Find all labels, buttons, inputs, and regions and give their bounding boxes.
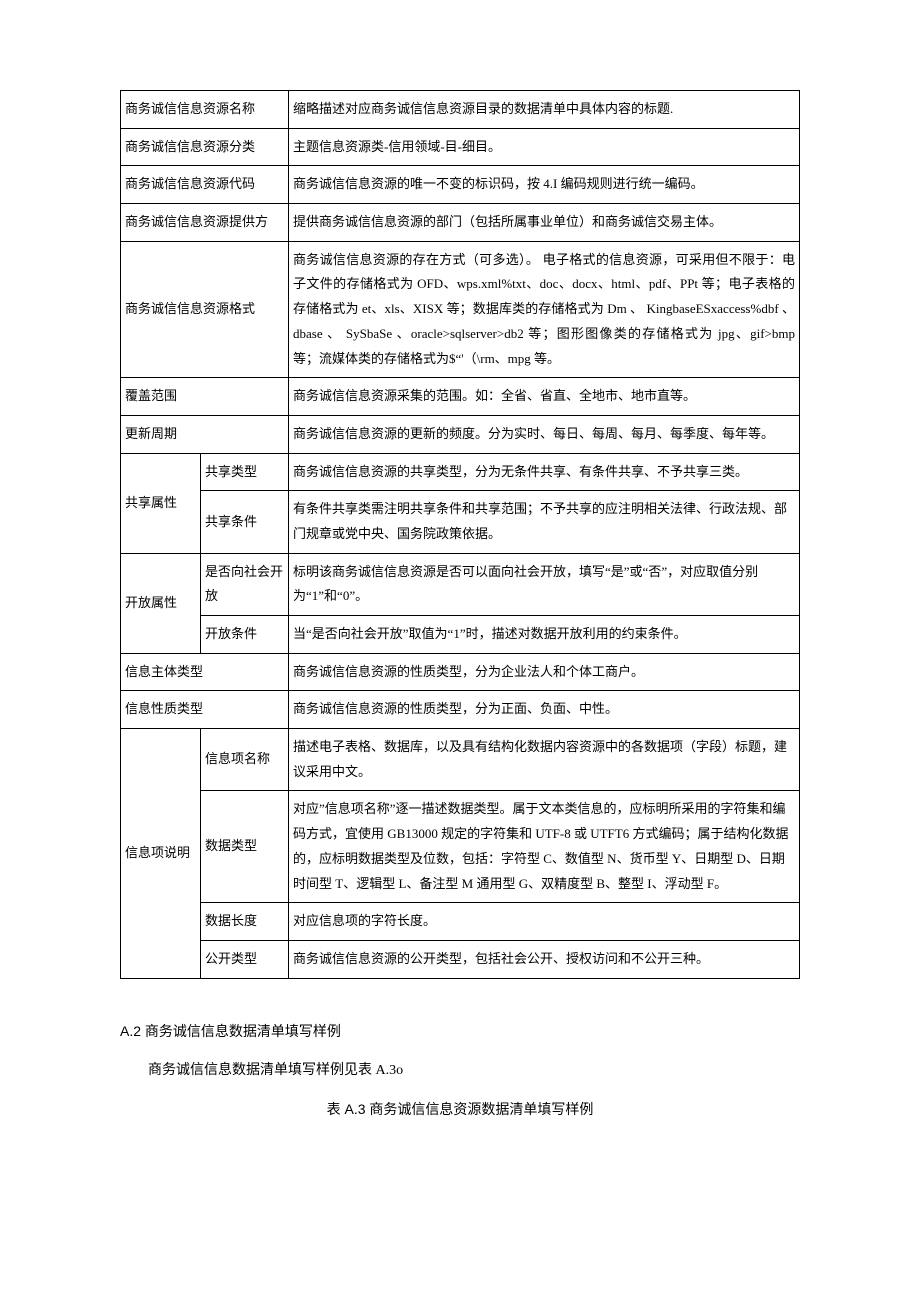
row-desc: 商务诚信信息资源的更新的频度。分为实时、每日、每周、每月、每季度、每年等。 [289, 415, 800, 453]
table-row: 公开类型 商务诚信信息资源的公开类型，包括社会公开、授权访问和不公开三种。 [121, 940, 800, 978]
row-label: 商务诚信信息资源名称 [121, 91, 289, 129]
table-caption-a3: 表 A.3 商务诚信信息资源数据清单填写样例 [120, 1097, 800, 1122]
row-desc: 标明该商务诚信信息资源是否可以面向社会开放，填写“是”或“否”，对应取值分别为“… [289, 553, 800, 615]
sub-label: 共享条件 [201, 491, 289, 553]
group-label-open: 开放属性 [121, 553, 201, 653]
table-row: 信息性质类型 商务诚信信息资源的性质类型，分为正面、负面、中性。 [121, 691, 800, 729]
table-row: 信息主体类型 商务诚信信息资源的性质类型，分为企业法人和个体工商户。 [121, 653, 800, 691]
row-label: 商务诚信信息资源分类 [121, 128, 289, 166]
row-desc: 缩略描述对应商务诚信信息资源目录的数据清单中具体内容的标题. [289, 91, 800, 129]
section-body: 商务诚信信息数据清单填写样例见表 A.3o [120, 1058, 800, 1083]
row-label: 商务诚信信息资源提供方 [121, 204, 289, 242]
page-container: 商务诚信信息资源名称 缩略描述对应商务诚信信息资源目录的数据清单中具体内容的标题… [0, 0, 920, 1192]
table-row: 更新周期 商务诚信信息资源的更新的频度。分为实时、每日、每周、每月、每季度、每年… [121, 415, 800, 453]
row-desc: 有条件共享类需注明共享条件和共享范围；不予共享的应注明相关法律、行政法规、部门规… [289, 491, 800, 553]
table-row: 商务诚信信息资源代码 商务诚信信息资源的唯一不变的标识码，按 4.I 编码规则进… [121, 166, 800, 204]
table-row: 覆盖范围 商务诚信信息资源采集的范围。如：全省、省直、全地市、地市直等。 [121, 378, 800, 416]
sub-label: 是否向社会开放 [201, 553, 289, 615]
row-desc: 对应”信息项名称”逐一描述数据类型。属于文本类信息的，应标明所采用的字符集和编码… [289, 791, 800, 903]
table-row: 信息项说明 信息项名称 描述电子表格、数据库，以及具有结构化数据内容资源中的各数… [121, 729, 800, 791]
sub-label: 数据类型 [201, 791, 289, 903]
row-desc: 提供商务诚信信息资源的部门（包括所属事业单位）和商务诚信交易主体。 [289, 204, 800, 242]
row-label: 信息主体类型 [121, 653, 289, 691]
sub-label: 数据长度 [201, 903, 289, 941]
sub-label: 开放条件 [201, 616, 289, 654]
row-label: 商务诚信信息资源代码 [121, 166, 289, 204]
table-row: 商务诚信信息资源名称 缩略描述对应商务诚信信息资源目录的数据清单中具体内容的标题… [121, 91, 800, 129]
table-row: 商务诚信信息资源提供方 提供商务诚信信息资源的部门（包括所属事业单位）和商务诚信… [121, 204, 800, 242]
table-row: 商务诚信信息资源格式 商务诚信信息资源的存在方式（可多选）。 电子格式的信息资源… [121, 241, 800, 377]
row-desc: 商务诚信信息资源采集的范围。如：全省、省直、全地市、地市直等。 [289, 378, 800, 416]
row-label: 信息性质类型 [121, 691, 289, 729]
row-desc: 商务诚信信息资源的性质类型，分为企业法人和个体工商户。 [289, 653, 800, 691]
row-desc: 商务诚信信息资源的唯一不变的标识码，按 4.I 编码规则进行统一编码。 [289, 166, 800, 204]
row-desc: 商务诚信信息资源的存在方式（可多选）。 电子格式的信息资源，可采用但不限于：电子… [289, 241, 800, 377]
row-desc: 描述电子表格、数据库，以及具有结构化数据内容资源中的各数据项（字段）标题，建议采… [289, 729, 800, 791]
table-row: 数据长度 对应信息项的字符长度。 [121, 903, 800, 941]
row-desc: 商务诚信信息资源的性质类型，分为正面、负面、中性。 [289, 691, 800, 729]
table-row: 共享条件 有条件共享类需注明共享条件和共享范围；不予共享的应注明相关法律、行政法… [121, 491, 800, 553]
table-row: 开放条件 当“是否向社会开放”取值为“1”时，描述对数据开放利用的约束条件。 [121, 616, 800, 654]
group-label-item: 信息项说明 [121, 729, 201, 979]
sub-label: 共享类型 [201, 453, 289, 491]
row-desc: 商务诚信信息资源的共享类型，分为无条件共享、有条件共享、不予共享三类。 [289, 453, 800, 491]
row-label: 更新周期 [121, 415, 289, 453]
table-row: 开放属性 是否向社会开放 标明该商务诚信信息资源是否可以面向社会开放，填写“是”… [121, 553, 800, 615]
sub-label: 信息项名称 [201, 729, 289, 791]
row-desc: 对应信息项的字符长度。 [289, 903, 800, 941]
row-label: 覆盖范围 [121, 378, 289, 416]
row-desc: 当“是否向社会开放”取值为“1”时，描述对数据开放利用的约束条件。 [289, 616, 800, 654]
section-heading-a2: A.2 商务诚信信息数据清单填写样例 [120, 1019, 800, 1044]
group-label-share: 共享属性 [121, 453, 201, 553]
row-desc: 主题信息资源类-信用领域-目-细目。 [289, 128, 800, 166]
row-desc: 商务诚信信息资源的公开类型，包括社会公开、授权访问和不公开三种。 [289, 940, 800, 978]
table-row: 商务诚信信息资源分类 主题信息资源类-信用领域-目-细目。 [121, 128, 800, 166]
table-row: 共享属性 共享类型 商务诚信信息资源的共享类型，分为无条件共享、有条件共享、不予… [121, 453, 800, 491]
table-row: 数据类型 对应”信息项名称”逐一描述数据类型。属于文本类信息的，应标明所采用的字… [121, 791, 800, 903]
sub-label: 公开类型 [201, 940, 289, 978]
definitions-table: 商务诚信信息资源名称 缩略描述对应商务诚信信息资源目录的数据清单中具体内容的标题… [120, 90, 800, 979]
row-label: 商务诚信信息资源格式 [121, 241, 289, 377]
